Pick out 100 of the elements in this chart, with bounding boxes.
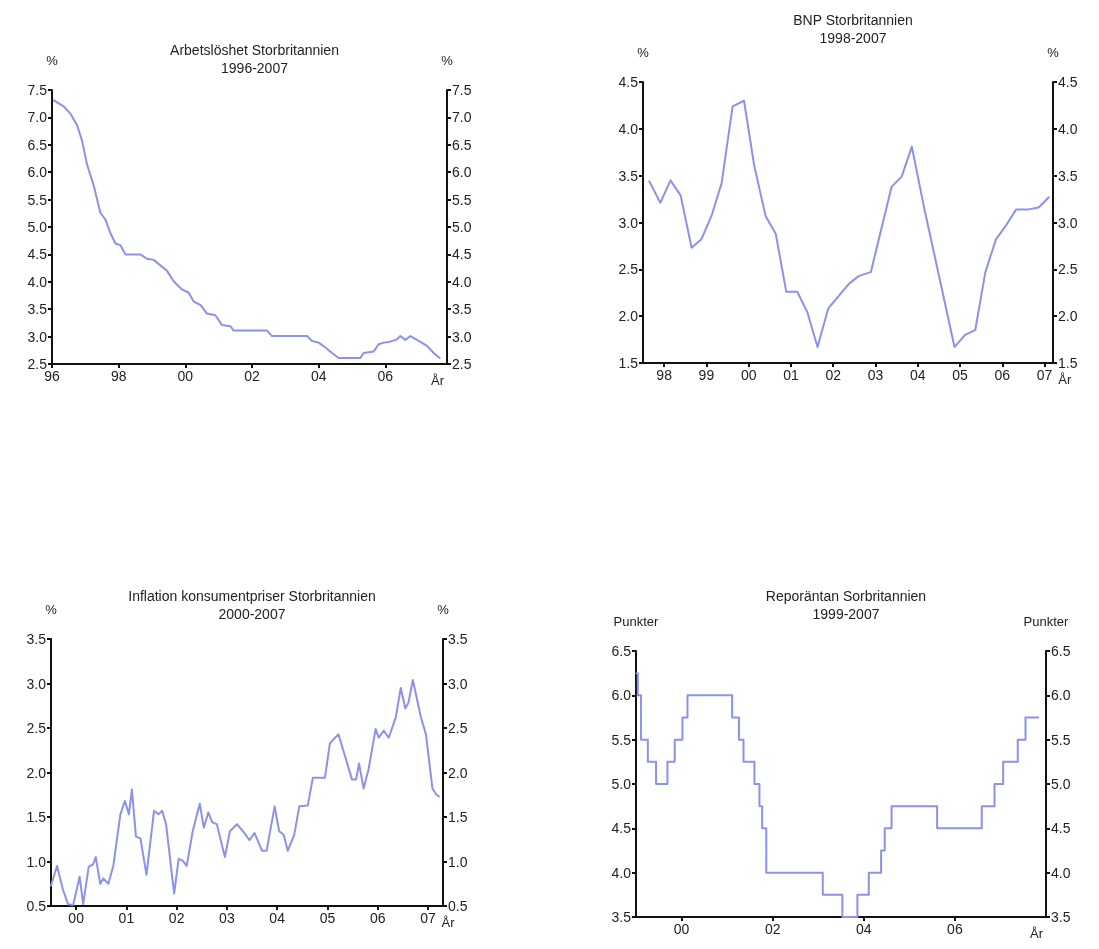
- y-tick-label: 1.5: [26, 809, 47, 825]
- y2-tick-label: 1.5: [448, 809, 468, 825]
- y2-tick-label: 3.5: [448, 631, 468, 647]
- x-tick-label: 06: [377, 368, 394, 384]
- x-tick-label: 01: [783, 367, 799, 383]
- x-tick-label: 00: [673, 921, 690, 937]
- chart-subtitle: 1996-2007: [221, 60, 289, 76]
- y-tick-label: 1.0: [26, 853, 47, 870]
- y2-tick-label: 3.0: [1058, 214, 1078, 231]
- y-axis-title: %: [45, 602, 58, 617]
- y2-axis-title: %: [441, 53, 454, 68]
- x-tick-label: 02: [168, 910, 185, 926]
- chart-subtitle: 1999-2007: [812, 606, 880, 622]
- y2-axis-title: %: [437, 602, 450, 617]
- x-tick-label: 03: [219, 910, 235, 926]
- y2-tick-label: 3.0: [448, 675, 468, 692]
- y2-tick-label: 4.5: [1058, 74, 1078, 90]
- y-axis-title: %: [637, 45, 650, 60]
- y2-tick-label: 4.0: [1051, 864, 1071, 881]
- y-tick-label: 3.0: [27, 328, 48, 345]
- x-tick-label: 04: [909, 367, 926, 383]
- x-tick-label: 00: [177, 368, 194, 384]
- y-tick-label: 6.0: [611, 687, 632, 704]
- y2-tick-label: 3.5: [1051, 909, 1071, 925]
- y2-tick-label: 4.0: [452, 273, 472, 290]
- y2-tick-label: 6.0: [1051, 687, 1071, 704]
- x-tick-label: 98: [110, 368, 127, 384]
- y-tick-label: 4.0: [611, 864, 632, 881]
- x-tick-label: 02: [825, 367, 842, 383]
- x-tick-label: 06: [369, 910, 386, 926]
- y-tick-label: 5.0: [611, 776, 632, 792]
- y2-tick-label: 4.5: [452, 246, 472, 263]
- y-tick-label: 5.5: [27, 191, 48, 208]
- y2-tick-label: 2.0: [448, 764, 468, 781]
- y-tick-label: 4.5: [618, 74, 639, 90]
- y2-tick-label: 2.5: [1058, 261, 1078, 278]
- y2-tick-label: 5.5: [452, 191, 472, 208]
- y-tick-label: 7.5: [27, 82, 48, 98]
- y-tick-label: 5.5: [611, 731, 632, 748]
- y2-tick-label: 1.5: [1058, 355, 1078, 371]
- y-tick-label: 4.0: [618, 120, 639, 137]
- x-tick-label: 07: [1036, 367, 1053, 383]
- y2-tick-label: 2.5: [452, 356, 472, 372]
- x-axis-title: År: [431, 373, 445, 388]
- x-tick-label: 03: [867, 367, 884, 383]
- line-series: [648, 99, 1050, 349]
- x-tick-label: 06: [994, 367, 1011, 383]
- chart-title: BNP Storbritannien: [793, 12, 913, 28]
- y2-tick-label: 2.0: [1058, 308, 1078, 325]
- y-tick-label: 5.0: [27, 219, 48, 235]
- y-tick-label: 3.5: [618, 167, 639, 184]
- y-tick-label: 3.5: [26, 631, 47, 647]
- line-series: [52, 99, 441, 359]
- y-tick-label: 3.0: [26, 675, 47, 692]
- y2-tick-label: 5.5: [1051, 731, 1071, 748]
- y2-tick-label: 2.5: [448, 720, 468, 736]
- y2-tick-label: 4.0: [1058, 120, 1078, 137]
- chart-title: Inflation konsumentpriser Storbritannien: [128, 588, 376, 604]
- x-tick-label: 07: [420, 910, 436, 926]
- x-tick-label: 02: [244, 368, 260, 384]
- y2-tick-label: 0.5: [448, 898, 468, 914]
- y-tick-label: 6.0: [27, 164, 48, 181]
- y2-tick-label: 3.0: [452, 328, 472, 345]
- x-tick-label: 06: [947, 921, 963, 937]
- x-tick-label: 99: [698, 367, 715, 383]
- y2-axis-title: Punkter: [1023, 614, 1070, 629]
- y2-axis-title: %: [1047, 45, 1060, 60]
- y-tick-label: 6.5: [611, 643, 632, 659]
- x-tick-label: 00: [68, 910, 85, 926]
- y2-tick-label: 5.0: [1051, 776, 1071, 792]
- chart-title: Arbetslöshet Storbritannien: [170, 42, 339, 58]
- y2-tick-label: 4.5: [1051, 820, 1071, 837]
- y2-tick-label: 6.5: [452, 136, 472, 153]
- y2-tick-label: 1.0: [448, 853, 468, 870]
- y2-tick-label: 3.5: [452, 301, 472, 318]
- y-tick-label: 2.0: [618, 308, 639, 325]
- x-tick-label: 04: [310, 368, 327, 384]
- chart-subtitle: 1998-2007: [819, 30, 887, 46]
- y2-tick-label: 5.0: [452, 219, 472, 235]
- x-tick-label: 04: [855, 921, 872, 937]
- y-tick-label: 3.5: [611, 909, 632, 925]
- y-tick-label: 3.5: [27, 301, 48, 318]
- y-tick-label: 4.5: [611, 820, 632, 837]
- y-tick-label: 1.5: [618, 355, 639, 371]
- chart-subtitle: 2000-2007: [218, 606, 286, 622]
- y-tick-label: 2.5: [26, 720, 47, 736]
- y-tick-label: 0.5: [26, 898, 47, 914]
- y-tick-label: 7.0: [27, 109, 48, 126]
- y-tick-label: 4.5: [27, 246, 48, 263]
- x-tick-label: 05: [319, 910, 336, 926]
- y2-tick-label: 3.5: [1058, 167, 1078, 184]
- x-tick-label: 00: [740, 367, 757, 383]
- line-series: [50, 678, 440, 907]
- y-tick-label: 2.0: [26, 764, 47, 781]
- chart-title: Reporäntan Sorbritannien: [765, 588, 927, 604]
- y-tick-label: 3.0: [618, 214, 639, 231]
- x-axis-title: År: [1030, 926, 1044, 941]
- x-axis-title: År: [1058, 372, 1072, 387]
- y-tick-label: 4.0: [27, 273, 48, 290]
- x-tick-label: 04: [269, 910, 286, 926]
